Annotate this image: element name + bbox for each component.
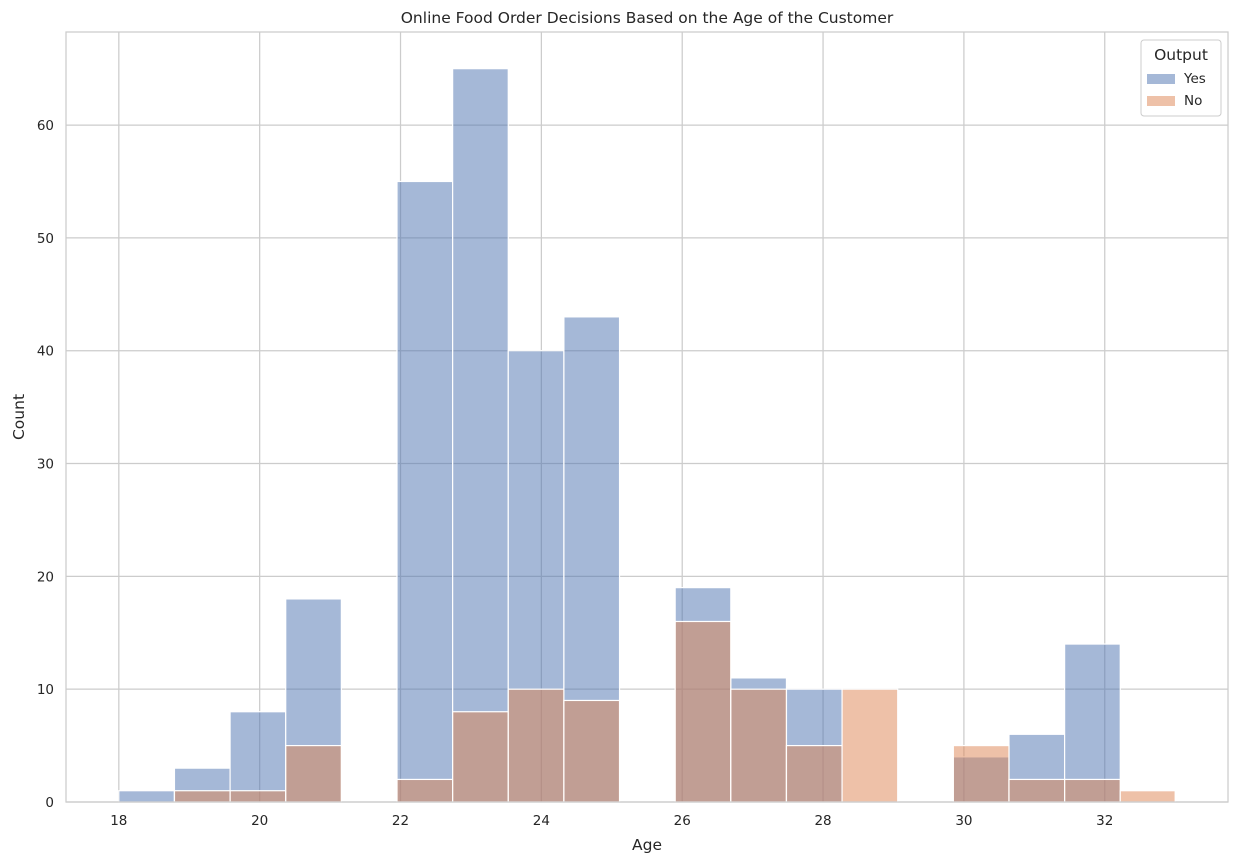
legend-swatch-yes <box>1147 74 1175 84</box>
x-axis-label: Age <box>632 836 662 854</box>
bar-no <box>507 688 565 803</box>
bar-no <box>674 620 732 803</box>
bar-yes <box>118 790 176 803</box>
y-tick-label: 40 <box>37 344 54 360</box>
bar-yes <box>229 711 287 803</box>
y-tick-label: 30 <box>37 457 54 473</box>
x-tick-label: 28 <box>814 813 831 829</box>
series-no-bars <box>173 620 1176 803</box>
series-yes-bars <box>118 68 1121 803</box>
x-tick-label: 18 <box>110 813 127 829</box>
y-tick-label: 60 <box>37 118 54 134</box>
legend-title: Output <box>1154 46 1208 64</box>
x-tick-label: 22 <box>392 813 409 829</box>
bar-no <box>730 688 788 803</box>
legend-swatch-no <box>1147 96 1175 106</box>
y-tick-label: 10 <box>37 682 54 698</box>
x-tick-label: 32 <box>1096 813 1113 829</box>
bar-no <box>396 778 454 803</box>
y-tick-label: 50 <box>37 231 54 247</box>
y-tick-label: 0 <box>45 795 54 811</box>
bar-no <box>1008 778 1066 803</box>
bar-no <box>563 699 621 803</box>
bar-yes <box>452 68 509 803</box>
y-tick-label: 20 <box>37 569 54 585</box>
bar-no <box>173 790 231 803</box>
bar-no <box>952 744 1010 803</box>
bar-no <box>229 790 287 803</box>
chart-title: Online Food Order Decisions Based on the… <box>401 9 894 27</box>
plot-frame <box>65 31 1229 803</box>
bar-no <box>841 688 899 803</box>
bar-yes <box>1064 643 1121 803</box>
bar-yes <box>396 180 454 803</box>
legend-label-yes: Yes <box>1183 71 1206 87</box>
grid-layer <box>66 32 1228 803</box>
tick-labels: 18 20 22 24 26 28 30 32 0 10 20 30 40 50 60 <box>37 118 1114 829</box>
x-tick-label: 30 <box>955 813 972 829</box>
bar-no <box>285 744 342 803</box>
x-tick-label: 20 <box>251 813 268 829</box>
legend: Output Yes No <box>1140 39 1222 117</box>
x-tick-label: 26 <box>674 813 691 829</box>
bar-no <box>452 711 509 803</box>
bar-no <box>1119 790 1176 803</box>
y-axis-label: Count <box>10 394 28 440</box>
bar-no <box>785 744 843 803</box>
bar-no <box>1064 778 1121 803</box>
x-tick-label: 24 <box>533 813 550 829</box>
legend-label-no: No <box>1184 93 1202 109</box>
